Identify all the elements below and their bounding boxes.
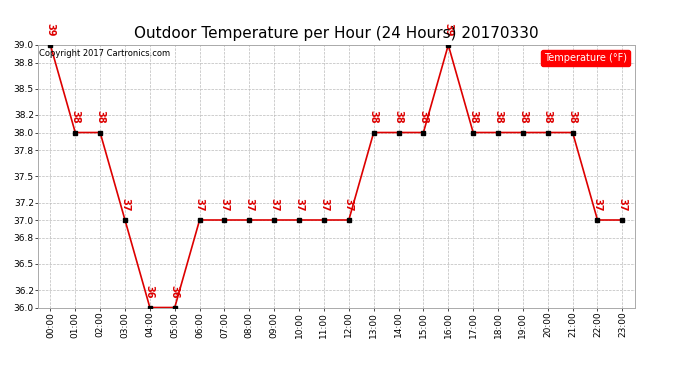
Text: 37: 37 <box>195 198 205 211</box>
Text: 38: 38 <box>518 110 528 124</box>
Text: 37: 37 <box>319 198 329 211</box>
Text: 38: 38 <box>493 110 503 124</box>
Text: 37: 37 <box>344 198 354 211</box>
Text: 37: 37 <box>593 198 602 211</box>
Text: 39: 39 <box>443 23 453 36</box>
Text: 38: 38 <box>393 110 404 124</box>
Text: 38: 38 <box>418 110 428 124</box>
Text: 38: 38 <box>95 110 105 124</box>
Text: 37: 37 <box>269 198 279 211</box>
Text: Copyright 2017 Cartronics.com: Copyright 2017 Cartronics.com <box>39 49 170 58</box>
Text: 36: 36 <box>170 285 179 299</box>
Title: Outdoor Temperature per Hour (24 Hours) 20170330: Outdoor Temperature per Hour (24 Hours) … <box>134 26 539 41</box>
Text: 37: 37 <box>244 198 255 211</box>
Text: 38: 38 <box>468 110 478 124</box>
Text: 37: 37 <box>618 198 627 211</box>
Text: 39: 39 <box>46 23 55 36</box>
Text: 37: 37 <box>219 198 230 211</box>
Legend: Temperature (°F): Temperature (°F) <box>541 50 630 66</box>
Text: 36: 36 <box>145 285 155 299</box>
Text: 38: 38 <box>568 110 578 124</box>
Text: 37: 37 <box>294 198 304 211</box>
Text: 37: 37 <box>120 198 130 211</box>
Text: 38: 38 <box>368 110 379 124</box>
Text: 38: 38 <box>543 110 553 124</box>
Text: 38: 38 <box>70 110 80 124</box>
